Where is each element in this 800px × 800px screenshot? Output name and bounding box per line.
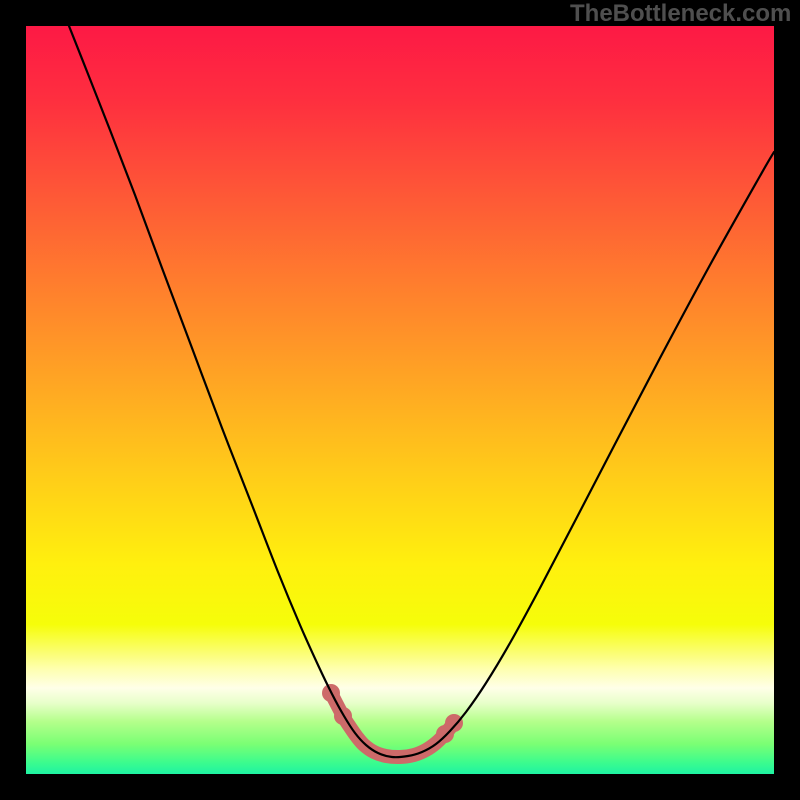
- highlight-dot: [445, 714, 463, 732]
- watermark-text: TheBottleneck.com: [570, 0, 791, 28]
- bottleneck-chart: [0, 0, 800, 800]
- bottleneck-curve: [69, 26, 774, 757]
